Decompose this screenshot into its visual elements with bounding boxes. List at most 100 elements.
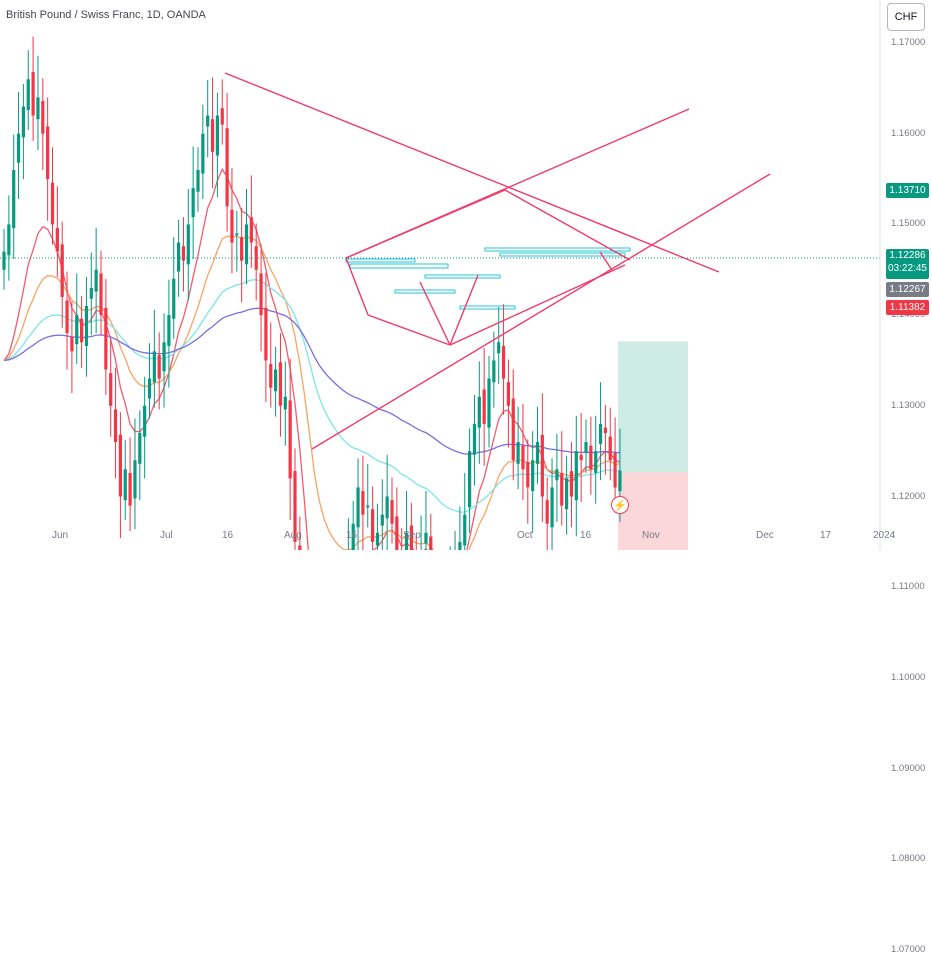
candle-body	[2, 251, 6, 270]
candle-body	[181, 246, 186, 261]
descending-resistance-line	[224, 72, 720, 273]
candle-body	[380, 514, 384, 526]
candle-body	[41, 101, 45, 134]
candle-body	[147, 378, 152, 399]
x-tick-label: 16	[222, 530, 234, 541]
candle-body	[99, 273, 103, 316]
y-tick-label: 1.17000	[891, 37, 926, 48]
candle-body	[152, 351, 156, 383]
lightning-icon[interactable]: ⚡	[611, 496, 629, 514]
candle-body	[235, 233, 239, 236]
zone-rectangle	[484, 247, 631, 252]
candle-body	[429, 536, 433, 550]
x-tick-label: 2024	[873, 530, 896, 541]
candle-body	[608, 436, 612, 461]
y-tick-label: 1.12000	[891, 490, 926, 502]
current-price-value: 1.12286	[889, 250, 926, 261]
candle-body	[521, 445, 525, 470]
candle-body	[123, 469, 127, 501]
candle-body	[385, 496, 389, 519]
candle-body	[21, 106, 25, 138]
x-tick-label: 16	[346, 530, 358, 541]
candle-body	[94, 269, 98, 292]
support-tail-line	[449, 264, 626, 346]
candle-body	[70, 336, 74, 352]
candle-body	[598, 423, 603, 444]
candle-body	[458, 541, 462, 550]
candle-body	[206, 115, 210, 127]
candle-body	[511, 398, 515, 461]
current-price-label: 1.12286 03:22:45	[886, 249, 929, 279]
candle-body	[574, 451, 578, 501]
candle-body	[220, 108, 224, 125]
y-tick-label: 1.07000	[891, 944, 926, 955]
candle-body	[75, 315, 79, 345]
candle-body	[210, 119, 215, 152]
candle-body	[298, 545, 302, 550]
candle-body	[569, 471, 574, 497]
candle-body	[274, 369, 278, 392]
candle-body	[492, 360, 496, 383]
candle-body	[249, 217, 253, 243]
candle-body	[531, 460, 535, 492]
candle-body	[288, 400, 292, 479]
x-tick-label: Aug	[284, 530, 302, 541]
candle-body	[269, 364, 273, 388]
candle-body	[191, 188, 195, 218]
inner-rise-line	[449, 274, 479, 346]
candle-body	[371, 509, 375, 542]
candle-body	[506, 382, 510, 406]
candle-body	[540, 434, 544, 497]
channel-left-line	[345, 257, 369, 316]
candle-body	[584, 442, 588, 453]
channel-right-line	[504, 189, 631, 261]
countdown-timer: 03:22:45	[888, 263, 927, 274]
candle-body	[65, 300, 69, 334]
candle-body	[351, 523, 355, 550]
candle-body	[501, 345, 506, 379]
candle-body	[259, 273, 263, 316]
candle-body	[579, 454, 583, 461]
candle-body	[375, 532, 380, 546]
chart-title: British Pound / Swiss Franc, 1D, OANDA	[6, 9, 206, 21]
zone-rectangle	[424, 274, 501, 279]
candle-body	[409, 525, 413, 550]
candle-body	[468, 451, 472, 508]
price-chart[interactable]	[0, 0, 932, 550]
currency-button[interactable]: CHF	[887, 3, 925, 31]
candle-body	[482, 389, 486, 424]
candle-body	[186, 224, 190, 265]
candle-body	[138, 433, 142, 464]
target-price-label: 1.13710	[886, 183, 929, 198]
candle-body	[560, 472, 564, 506]
candle-body	[215, 115, 219, 156]
x-tick-label: Jul	[160, 530, 173, 541]
candle-body	[526, 462, 530, 488]
candle-body	[603, 427, 607, 434]
y-tick-label: 1.09000	[891, 762, 926, 774]
candle-body	[463, 514, 467, 546]
candle-body	[225, 128, 229, 207]
candle-body	[84, 306, 89, 346]
candle-body	[109, 373, 113, 406]
stop-price-label: 1.11382	[886, 300, 929, 315]
candle-body	[46, 126, 50, 180]
ascending-support-line	[311, 173, 771, 450]
y-tick-label: 1.16000	[891, 127, 926, 139]
y-tick-label: 1.08000	[891, 853, 926, 865]
candle-body	[487, 378, 491, 428]
x-tick-label: Oct	[517, 530, 533, 541]
candle-body	[128, 472, 132, 506]
candle-body	[157, 355, 161, 379]
candle-body	[118, 434, 122, 497]
candle-body	[550, 487, 554, 528]
zone-rectangle	[345, 258, 416, 263]
candle-body	[497, 342, 501, 354]
inner-diagonal-line	[419, 281, 451, 346]
entry-price-label: 1.12267	[886, 282, 929, 297]
candle-body	[565, 478, 569, 510]
candle-body	[264, 307, 268, 361]
candle-body	[16, 133, 21, 163]
candle-body	[113, 409, 118, 443]
candle-body	[424, 532, 428, 544]
